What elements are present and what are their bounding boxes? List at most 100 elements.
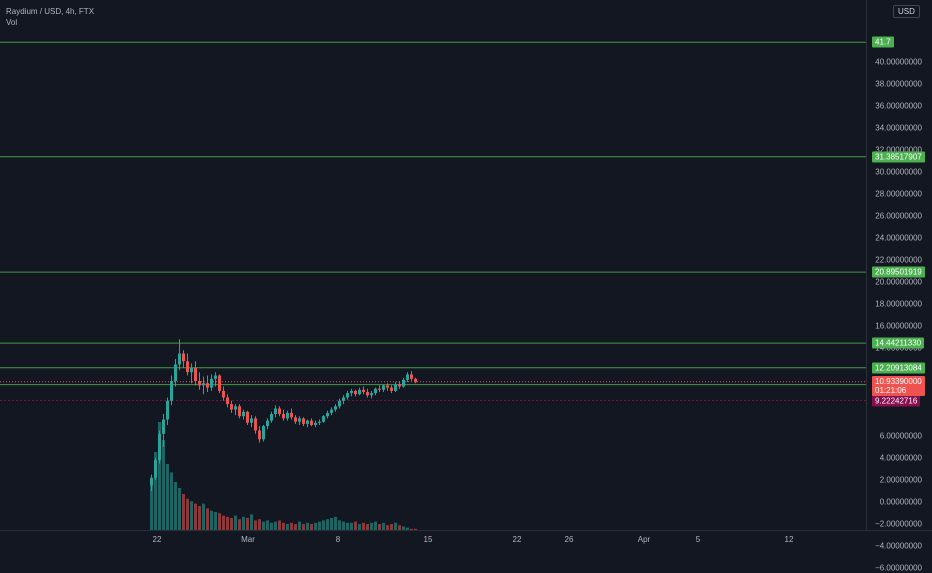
- volume-bar: [254, 520, 257, 530]
- time-tick-label: 26: [564, 535, 574, 544]
- volume-bar: [310, 524, 313, 530]
- volume-bar: [262, 521, 265, 530]
- currency-button[interactable]: USD: [893, 5, 920, 18]
- time-tick-label: Apr: [637, 535, 651, 544]
- volume-bar: [406, 527, 409, 530]
- candle-body: [266, 420, 269, 427]
- volume-bar: [266, 520, 269, 530]
- candle-body: [398, 384, 401, 387]
- candle-body: [238, 406, 241, 417]
- volume-bar: [286, 524, 289, 530]
- volume-bar: [166, 464, 169, 530]
- volume-bar: [258, 519, 261, 530]
- volume-indicator-label[interactable]: Vol: [6, 18, 18, 27]
- volume-bar: [306, 522, 309, 530]
- volume-bar: [398, 525, 401, 530]
- price-tick-label: 40.00000000: [875, 57, 922, 67]
- volume-bar: [246, 518, 249, 530]
- volume-bar: [158, 422, 161, 530]
- level-price-tag[interactable]: 31.38517907: [872, 151, 925, 163]
- volume-bar: [242, 516, 245, 530]
- volume-bar: [354, 521, 357, 530]
- level-price-tag[interactable]: 20.89501919: [872, 266, 925, 278]
- candle-body: [210, 378, 213, 388]
- volume-bar: [218, 513, 221, 530]
- volume-bar: [390, 524, 393, 530]
- level-price-tag[interactable]: 14.44211330: [872, 337, 925, 349]
- price-tick-label: −4.00000000: [875, 541, 922, 551]
- price-chart[interactable]: [0, 0, 866, 530]
- volume-bar: [222, 515, 225, 530]
- time-tick-label: 8: [335, 535, 341, 544]
- candle-body: [366, 392, 369, 396]
- candle-body: [166, 400, 169, 420]
- chart-area[interactable]: Raydium / USD, 4h, FTX Vol: [0, 0, 866, 530]
- volume-bar: [234, 515, 237, 530]
- volume-bar: [330, 518, 333, 530]
- level-price-tag[interactable]: 12.20913084: [872, 362, 925, 374]
- volume-bar: [334, 516, 337, 530]
- candle-body: [314, 422, 317, 425]
- candle-body: [330, 409, 333, 413]
- volume-bar: [230, 518, 233, 530]
- volume-bar: [206, 508, 209, 530]
- time-tick-label: 15: [423, 535, 433, 544]
- price-tick-label: 30.00000000: [875, 167, 922, 177]
- candle-body: [282, 414, 285, 419]
- candle-body: [378, 388, 381, 390]
- candle-body: [254, 418, 257, 431]
- time-axis[interactable]: 22 Mar 8 15 22 26 Apr 5 12: [0, 530, 932, 550]
- volume-bar: [294, 524, 297, 530]
- candle-body: [258, 430, 261, 440]
- level-price-tag[interactable]: 9.22242716: [872, 395, 921, 407]
- candle-body: [386, 385, 389, 388]
- candle-body: [370, 393, 373, 396]
- candle-body: [198, 381, 201, 386]
- candle-body: [342, 397, 345, 401]
- time-tick-label: 12: [784, 535, 794, 544]
- candle-body: [306, 420, 309, 424]
- candle-body: [222, 390, 225, 398]
- volume-bar: [186, 498, 189, 530]
- candle-body: [250, 418, 253, 423]
- time-tick-label: 22: [152, 535, 162, 544]
- volume-bar: [402, 526, 405, 530]
- price-tick-label: 32.00000000: [875, 145, 922, 155]
- bar-countdown: 01:21:06: [875, 385, 907, 395]
- candle-body: [334, 406, 337, 410]
- volume-bar: [350, 522, 353, 530]
- current-price-tag: 10.93390000 01:21:06: [872, 375, 925, 396]
- candle-body: [382, 385, 385, 390]
- volume-bar: [338, 520, 341, 530]
- volume-bar: [274, 521, 277, 530]
- symbol-title[interactable]: Raydium / USD, 4h, FTX: [6, 7, 95, 16]
- candle-body: [278, 408, 281, 414]
- candle-body: [402, 379, 405, 387]
- volume-bar: [198, 506, 201, 530]
- candle-body: [174, 364, 177, 381]
- price-tick-label: 18.00000000: [875, 299, 922, 309]
- price-axis[interactable]: 40.00000000 38.00000000 36.00000000 34.0000…: [866, 0, 932, 573]
- volume-bar: [326, 519, 329, 530]
- level-price-tag[interactable]: 41.7: [872, 36, 894, 48]
- volume-bar: [290, 522, 293, 530]
- volume-bar: [154, 452, 157, 530]
- candle-body: [302, 418, 305, 424]
- price-tick-label: 26.00000000: [875, 211, 922, 221]
- volume-bar: [366, 524, 369, 530]
- price-tick-label: 0.00000000: [879, 497, 922, 507]
- volume-bar: [210, 510, 213, 530]
- volume-bar: [178, 488, 181, 530]
- candle-body: [162, 419, 165, 434]
- price-tick-label: 2.00000000: [879, 475, 922, 485]
- candle-body: [326, 412, 329, 417]
- volume-bar: [302, 524, 305, 530]
- volume-bar: [358, 524, 361, 530]
- candle-body: [346, 393, 349, 398]
- volume-bar: [190, 501, 193, 530]
- chart-legend: Raydium / USD, 4h, FTX Vol: [6, 6, 94, 28]
- volume-bar: [182, 494, 185, 530]
- candle-body: [202, 383, 205, 386]
- price-tick-label: 28.00000000: [875, 189, 922, 199]
- volume-bar: [346, 522, 349, 530]
